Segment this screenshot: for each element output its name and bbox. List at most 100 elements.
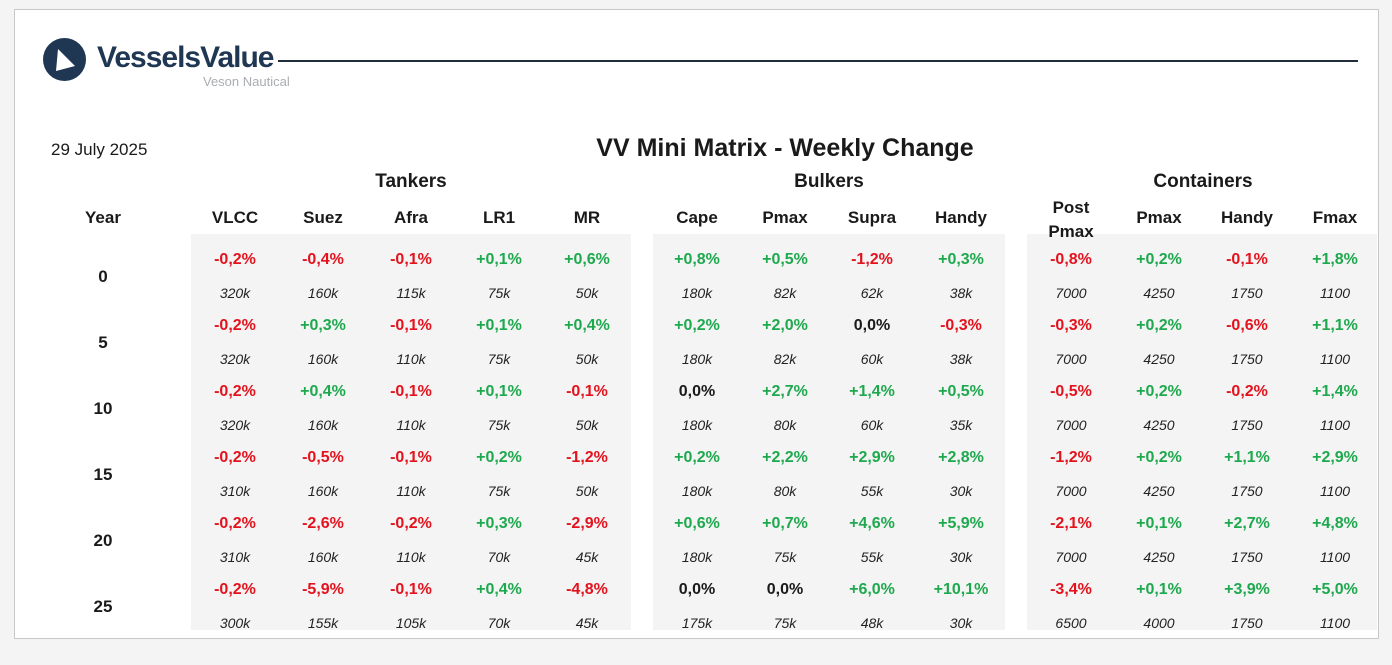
weekly-change-cell: +2,0% [762,317,808,334]
year-label-20: 20 [93,531,113,550]
year-label-25: 25 [93,597,113,616]
value-cell: 38k [949,285,973,301]
weekly-change-cell: -0,4% [302,251,344,268]
vesselsvalue-logo: VesselsValue Veson Nautical [43,38,290,100]
value-cell: 1750 [1231,285,1263,301]
weekly-change-cell: +4,8% [1312,515,1358,532]
year-label-0: 0 [98,267,108,286]
year-label-15: 15 [93,465,113,484]
value-cell: 7000 [1055,483,1087,499]
group-title-bulkers: Bulkers [794,171,864,192]
weekly-change-cell: +1,1% [1312,317,1358,334]
year-label-10: 10 [93,399,113,418]
weekly-change-cell: +0,2% [476,449,522,466]
column-header-line: Post [1052,198,1090,217]
weekly-change-cell: -0,2% [214,251,256,268]
report-date: 29 July 2025 [51,140,148,159]
weekly-change-cell: +0,1% [476,251,522,268]
weekly-change-cell: +0,1% [476,317,522,334]
value-cell: 60k [860,351,884,367]
value-cell: 160k [307,483,339,499]
value-cell: 180k [681,549,713,565]
value-cell: 4250 [1143,483,1175,499]
value-cell: 75k [487,483,511,499]
weekly-change-cell: -0,2% [214,317,256,334]
column-header-handy: Handy [1221,208,1273,227]
value-cell: 320k [219,351,251,367]
value-cell: 1100 [1319,351,1351,367]
value-cell: 35k [949,417,973,433]
weekly-change-cell: +0,3% [476,515,522,532]
value-cell: 1100 [1319,549,1351,565]
weekly-change-cell: -0,8% [1050,251,1092,268]
value-cell: 60k [860,417,884,433]
group-title-tankers: Tankers [375,171,447,192]
group-title-containers: Containers [1153,171,1253,192]
value-cell: 1100 [1319,483,1351,499]
column-header-line: Pmax [1048,222,1094,241]
value-cell: 75k [487,285,511,301]
value-cell: 4250 [1143,417,1175,433]
value-cell: 75k [773,549,797,565]
value-cell: 1100 [1319,285,1351,301]
weekly-change-cell: +0,8% [674,251,720,268]
weekly-change-cell: +5,0% [1312,581,1358,598]
weekly-change-cell: -0,2% [214,581,256,598]
weekly-change-cell: +0,2% [1136,449,1182,466]
column-header-pmax: Pmax [1136,208,1182,227]
value-cell: 7000 [1055,549,1087,565]
value-cell: 4250 [1143,351,1175,367]
column-header-cape: Cape [676,208,718,227]
value-cell: 1750 [1231,483,1263,499]
value-cell: 38k [949,351,973,367]
weekly-change-cell: +0,1% [1136,515,1182,532]
value-cell: 45k [575,615,599,631]
value-cell: 1750 [1231,549,1263,565]
logo-mark-icon [43,38,86,81]
column-header-mr: MR [573,208,601,227]
weekly-change-cell: +0,2% [1136,251,1182,268]
weekly-change-cell: -0,2% [214,383,256,400]
weekly-change-cell: +2,9% [1312,449,1358,466]
weekly-change-cell: -0,1% [390,317,432,334]
weekly-change-cell: -0,3% [1050,317,1092,334]
weekly-change-cell: +1,8% [1312,251,1358,268]
weekly-change-cell: -0,1% [566,383,608,400]
value-cell: 310k [219,549,251,565]
report-title: VV Mini Matrix - Weekly Change [596,134,974,162]
column-header-post-pmax: Post Pmax [1027,196,1115,244]
value-cell: 1750 [1231,351,1263,367]
value-cell: 30k [949,549,973,565]
weekly-change-cell: +0,2% [674,317,720,334]
value-cell: 70k [487,549,511,565]
weekly-change-cell: +1,1% [1224,449,1270,466]
weekly-change-cell: -0,6% [1226,317,1268,334]
value-cell: 82k [773,285,797,301]
value-cell: 1100 [1319,615,1351,631]
weekly-change-cell: +0,6% [564,251,610,268]
column-header-handy: Handy [935,208,987,227]
value-cell: 110k [396,483,426,499]
value-cell: 110k [396,351,426,367]
weekly-change-cell: +10,1% [933,581,989,598]
value-cell: 4250 [1143,549,1175,565]
weekly-change-cell: +0,2% [1136,383,1182,400]
weekly-change-cell: +0,4% [300,383,346,400]
value-cell: 160k [307,285,339,301]
value-cell: 7000 [1055,351,1087,367]
value-cell: 50k [575,483,599,499]
brand-name: VesselsValue [97,41,274,74]
weekly-change-cell: -4,8% [566,581,608,598]
weekly-change-cell: -2,9% [566,515,608,532]
weekly-change-cell: 0,0% [766,581,804,598]
weekly-change-cell: +6,0% [849,581,895,598]
value-cell: 50k [575,417,599,433]
year-header: Year [85,208,121,227]
weekly-change-cell: +0,3% [938,251,984,268]
value-cell: 1100 [1319,417,1351,433]
value-cell: 48k [860,615,884,631]
weekly-change-cell: -3,4% [1050,581,1092,598]
value-cell: 80k [773,417,797,433]
weekly-change-cell: -2,1% [1050,515,1092,532]
value-cell: 7000 [1055,417,1087,433]
